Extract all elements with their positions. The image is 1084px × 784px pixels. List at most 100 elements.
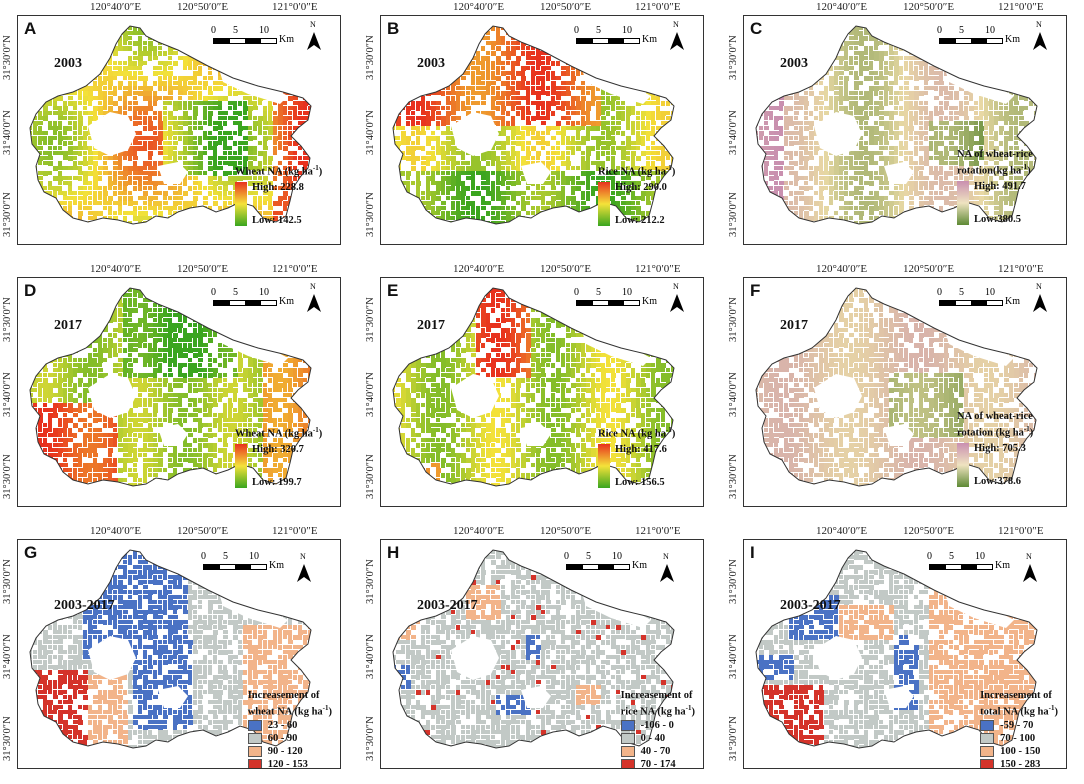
north-arrow-icon: N <box>306 20 322 52</box>
longitude-tick-label: 120°50′0″E <box>177 525 228 537</box>
legend-high-value: High: 228.8 <box>252 182 304 193</box>
north-label: N <box>663 552 669 561</box>
panel-label: B <box>387 19 399 39</box>
latitude-tick-label: 31°40′0″N <box>365 372 376 417</box>
legend-title-exponent: -1 <box>686 704 692 712</box>
scale-tick-label: 10 <box>622 287 632 298</box>
map-panel-i: I 2003-2017 0 5 10 Km N Increasement of total NA… <box>743 539 1067 769</box>
longitude-tick-label: 120°40′0″E <box>90 1 141 13</box>
longitude-tick-label: 120°40′0″E <box>90 525 141 537</box>
legend-title-text: Increasement of <box>621 690 695 702</box>
legend-title-text: ) <box>329 707 333 718</box>
legend-class-row: 120 - 153 <box>247 759 332 768</box>
legend-high-value: High: 417.6 <box>615 444 667 455</box>
scale-bar: 0 5 10 Km <box>211 25 301 53</box>
legend-title: Wheat NA (kg ha-1) <box>235 162 322 179</box>
legend-title-exponent: -1 <box>313 426 319 434</box>
latitude-tick-label: 31°30′0″N <box>728 297 739 342</box>
legend-class-row: 70 - 100 <box>980 733 1058 745</box>
legend-title-text: ) <box>672 429 676 440</box>
legend-class-row: -106 - 0 <box>620 720 695 732</box>
latitude-tick-label: 31°30′0″N <box>728 35 739 80</box>
legend-class-label: 23 - 60 <box>268 720 298 731</box>
scale-tick-label: 5 <box>949 551 954 562</box>
map-panel-a: A 2003 0 5 10 Km N Wheat NA (kg ha-1) High: 228.… <box>17 15 341 245</box>
longitude-tick-label: 120°40′0″E <box>90 263 141 275</box>
year-label: 2003 <box>417 56 445 72</box>
latitude-tick-label: 31°30′0″N <box>728 716 739 761</box>
scale-tick-label: 0 <box>937 287 942 298</box>
map-panel-b: B 2003 0 5 10 Km N Rice NA (kg ha-1) High: 290.0… <box>380 15 704 245</box>
latitude-tick-label: 31°30′0″N <box>365 35 376 80</box>
legend-swatch <box>620 759 635 768</box>
map-panel-g: G 2003-2017 0 5 10 Km N Increasement of wheat NA… <box>17 539 341 769</box>
longitude-tick-label: 120°50′0″E <box>903 263 954 275</box>
legend-class-row: -59 - 70 <box>980 720 1058 732</box>
scale-tick-label: 10 <box>249 551 259 562</box>
legend-class-label: -106 - 0 <box>641 720 674 731</box>
legend: NA of wheat-rice rotation(kg ha-1) High: 4… <box>957 149 1033 225</box>
scale-tick-label: 10 <box>975 551 985 562</box>
year-label: 2003-2017 <box>417 598 478 614</box>
latitude-tick-label: 31°30′0″N <box>365 297 376 342</box>
legend-title-text: Increasement of <box>980 690 1058 702</box>
latitude-tick-label: 31°30′0″N <box>365 192 376 237</box>
longitude-tick-label: 121°0′0″E <box>272 263 318 275</box>
legend-high-value: High: 320.7 <box>252 444 304 455</box>
scale-unit: Km <box>269 560 284 571</box>
year-label: 2003 <box>54 56 82 72</box>
legend-title-text: ) <box>1030 428 1034 439</box>
legend-swatch <box>247 746 262 757</box>
scale-tick-label: 0 <box>201 551 206 562</box>
legend-swatch <box>620 746 635 757</box>
legend-title-text: rice NA (kg ha <box>621 707 686 718</box>
legend-title-exponent: -1 <box>1049 704 1055 712</box>
panel-label: I <box>750 543 755 563</box>
north-arrow-icon: N <box>296 552 312 584</box>
legend-class-row: 100 - 150 <box>980 746 1058 758</box>
county-map <box>29 25 312 225</box>
scale-tick-label: 10 <box>985 287 995 298</box>
scale-unit: Km <box>632 560 647 571</box>
legend: Increasement of wheat NA (kg ha-1) 23 - 60… <box>247 690 333 768</box>
scale-tick-label: 5 <box>596 287 601 298</box>
panel-label: C <box>750 19 762 39</box>
latitude-tick-label: 31°40′0″N <box>365 634 376 679</box>
scale-tick-label: 0 <box>564 551 569 562</box>
county-map <box>755 287 1038 487</box>
longitude-tick-label: 120°40′0″E <box>453 1 504 13</box>
north-label: N <box>1036 20 1042 29</box>
legend-class-label: 60 - 90 <box>268 733 298 744</box>
longitude-tick-label: 120°40′0″E <box>453 525 504 537</box>
panel-label: D <box>24 281 36 301</box>
legend-title-text: ) <box>692 707 696 718</box>
legend-title-exponent: -1 <box>666 426 672 434</box>
scale-tick-label: 0 <box>211 25 216 36</box>
legend-class-label: 70 - 174 <box>641 759 676 768</box>
legend-title-text: ) <box>319 429 323 440</box>
latitude-tick-label: 31°30′0″N <box>365 716 376 761</box>
longitude-tick-label: 120°50′0″E <box>903 1 954 13</box>
north-arrow-icon: N <box>1032 282 1048 314</box>
legend-class-label: 40 - 70 <box>641 746 671 757</box>
year-label: 2003-2017 <box>780 598 841 614</box>
scale-unit: Km <box>1005 34 1020 45</box>
north-label: N <box>673 282 679 291</box>
legend-title-text: Increasement of <box>248 690 332 702</box>
longitude-tick-label: 121°0′0″E <box>998 263 1044 275</box>
legend-swatch <box>620 733 635 744</box>
legend-color-ramp <box>957 442 969 487</box>
legend-title-text: ) <box>319 167 323 178</box>
county-map <box>392 549 675 749</box>
legend: Rice NA (kg ha-1) High: 417.6 Low: 156.5 <box>598 424 675 488</box>
north-label: N <box>300 552 306 561</box>
legend-title-text: Wheat NA (kg ha <box>235 167 313 178</box>
scale-bar: 0 5 10 Km <box>201 551 291 579</box>
scale-unit: Km <box>279 34 294 45</box>
legend-low-value: Low:380.5 <box>974 214 1026 225</box>
scale-tick-label: 5 <box>233 25 238 36</box>
longitude-tick-label: 120°50′0″E <box>177 1 228 13</box>
latitude-tick-label: 31°40′0″N <box>365 110 376 155</box>
latitude-tick-label: 31°30′0″N <box>2 192 13 237</box>
scale-tick-label: 5 <box>959 25 964 36</box>
